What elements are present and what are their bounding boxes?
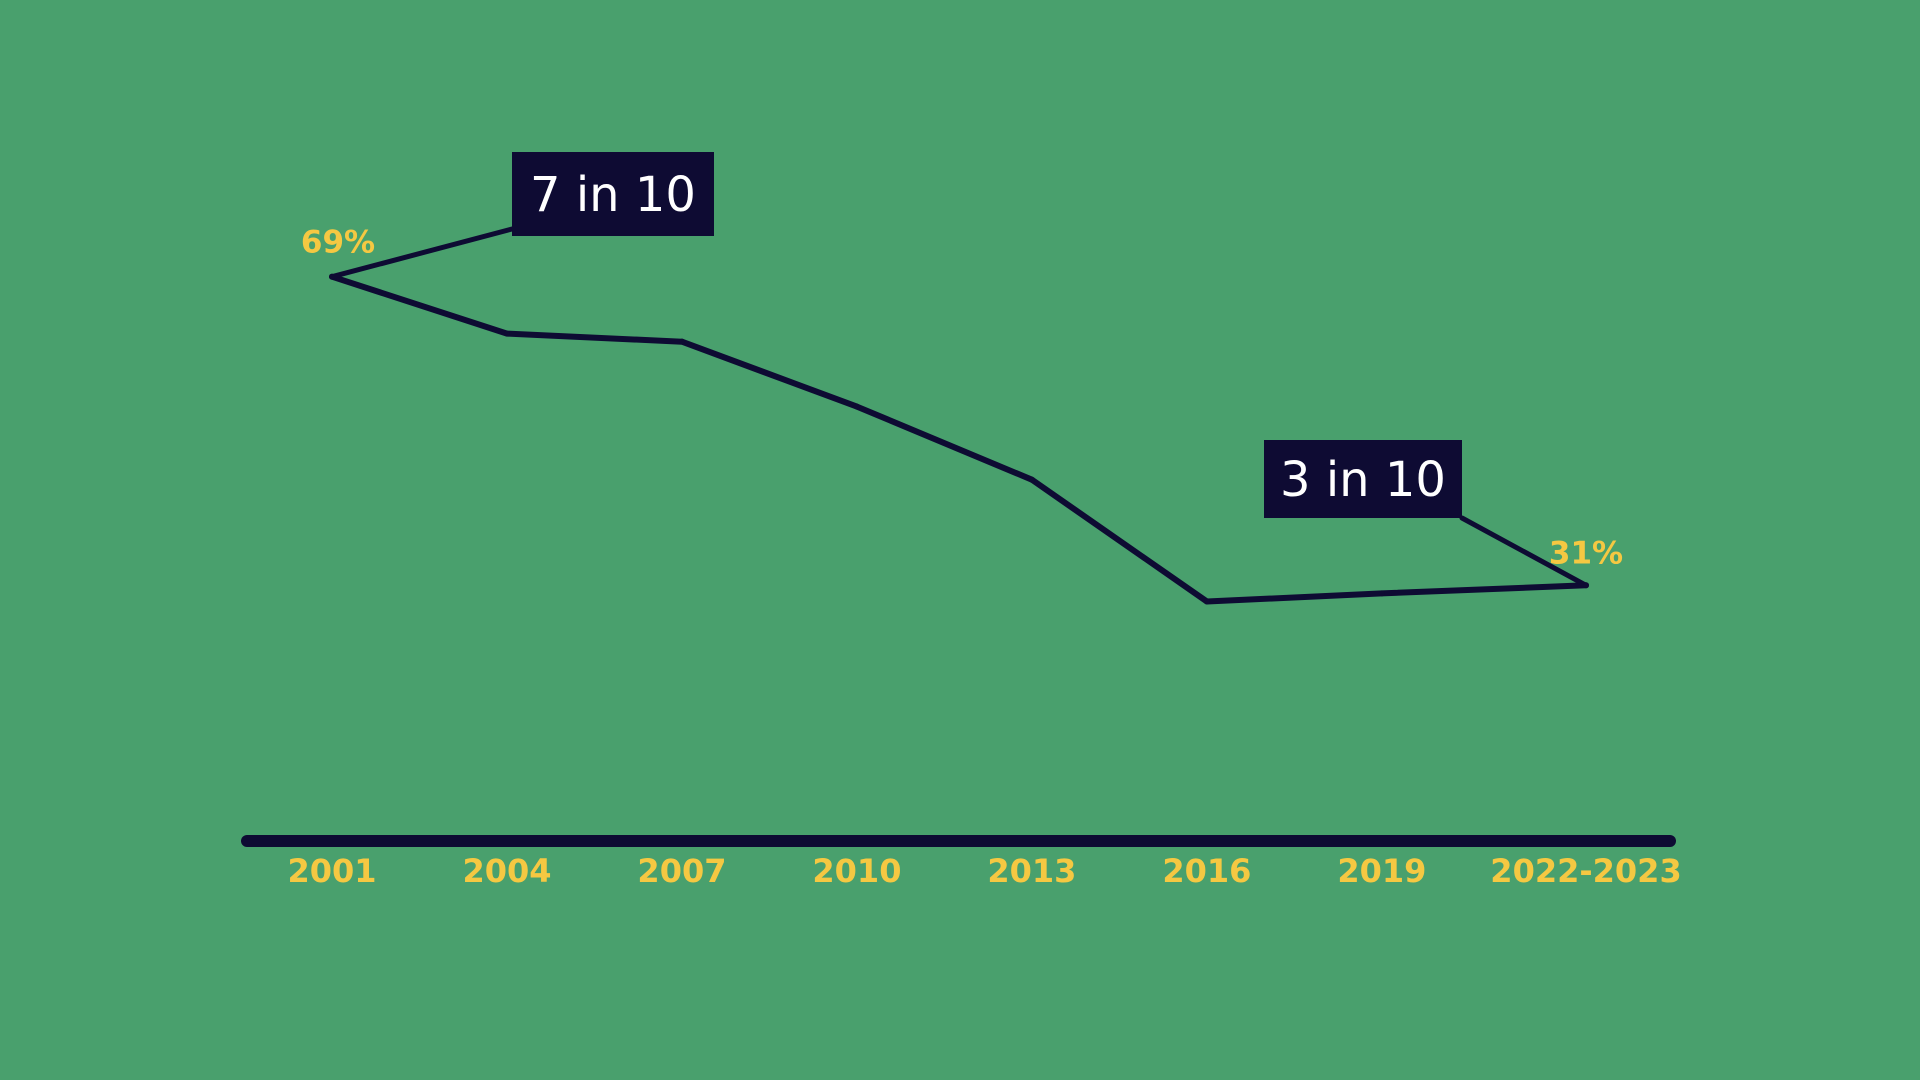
series-line xyxy=(329,273,1589,605)
callout-box-2001 xyxy=(512,152,714,236)
data-point-2004 xyxy=(503,330,510,337)
x-tick-label-2010: 2010 xyxy=(812,852,901,890)
callout-text-2022-2023: 3 in 10 xyxy=(1280,452,1446,508)
value-label-2001: 69% xyxy=(301,225,375,261)
x-tick-label-2019: 2019 xyxy=(1337,852,1426,890)
x-tick-label-2007: 2007 xyxy=(637,852,726,890)
callout-leader-2022-2023 xyxy=(1459,515,1589,588)
callout-text-2001: 7 in 10 xyxy=(530,167,696,223)
x-tick-label-2013: 2013 xyxy=(987,852,1076,890)
value-label-2022-2023: 31% xyxy=(1549,535,1623,571)
x-tick-label-2016: 2016 xyxy=(1162,852,1251,890)
x-tick-label-2022-2023: 2022-2023 xyxy=(1490,852,1681,890)
x-tick-label-2004: 2004 xyxy=(462,852,551,890)
data-point-2007 xyxy=(678,338,685,345)
callout-box-2022-2023 xyxy=(1264,440,1462,518)
data-point-2019 xyxy=(1378,590,1385,597)
data-point-2013 xyxy=(1028,476,1035,483)
callout-leader-2001 xyxy=(329,226,515,280)
data-point-2010 xyxy=(853,403,860,410)
x-tick-label-2001: 2001 xyxy=(287,852,376,890)
data-point-2016 xyxy=(1203,598,1210,605)
